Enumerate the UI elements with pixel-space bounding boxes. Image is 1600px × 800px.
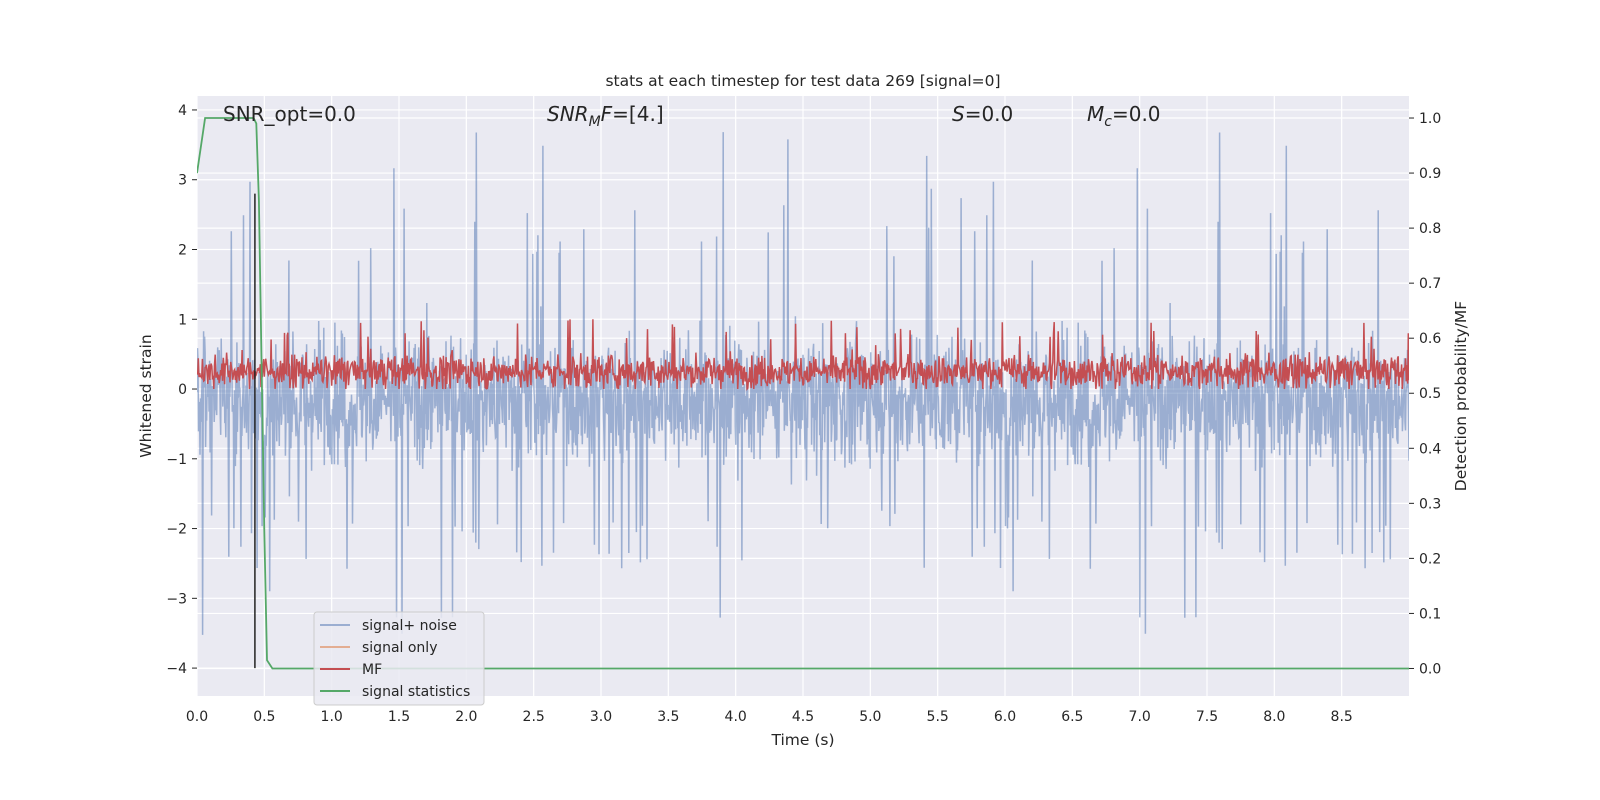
y-tick-label: −3: [166, 591, 187, 607]
y-tick-label: 0: [178, 382, 187, 398]
y2-tick-label: 0.8: [1419, 221, 1441, 237]
x-tick-label: 3.0: [590, 709, 612, 725]
annotation-1: SNRMF=[4.]: [547, 102, 664, 130]
y-axis-label: Whitened strain: [137, 334, 155, 457]
y2-tick-label: 0.2: [1419, 551, 1441, 567]
y2-axis-label: Detection probability/MF: [1452, 301, 1470, 492]
x-tick-label: 2.5: [523, 709, 545, 725]
y2-axis-ticks: 0.0 0.1 0.2 0.3 0.4 0.5 0.6 0.7 0.8 0.9 1.0: [1409, 111, 1441, 677]
x-tick-label: 3.5: [657, 709, 679, 725]
y-axis-ticks: −4 −3 −2 −1 0 1 2 3 4: [166, 103, 197, 677]
y2-tick-label: 0.7: [1419, 276, 1441, 292]
y-tick-label: 2: [178, 242, 187, 258]
y2-tick-label: 0.4: [1419, 441, 1441, 457]
x-tick-label: 1.0: [321, 709, 343, 725]
y2-tick-label: 0.3: [1419, 496, 1441, 512]
annotation-3: Mc=0.0: [1087, 102, 1161, 130]
y-tick-label: 1: [178, 312, 187, 328]
y2-tick-label: 0.9: [1419, 166, 1441, 182]
y2-tick-label: 1.0: [1419, 111, 1441, 127]
y-tick-label: −4: [166, 661, 187, 677]
annotations: SNR_opt=0.0 SNRMF=[4.] S=0.0 Mc=0.0: [223, 102, 1161, 130]
y2-tick-label: 0.1: [1419, 606, 1441, 622]
x-tick-label: 0.5: [253, 709, 275, 725]
y-tick-label: 3: [178, 173, 187, 189]
x-tick-label: 2.0: [455, 709, 477, 725]
legend: signal+ noise signal only MF signal statist…: [313, 611, 485, 706]
x-tick-label: 8.0: [1263, 709, 1285, 725]
legend-label: signal only: [362, 640, 437, 656]
x-tick-label: 5.5: [927, 709, 949, 725]
y2-tick-label: 0.0: [1419, 661, 1441, 677]
series-signal-statistics-line: [197, 117, 1409, 670]
x-tick-label: 7.5: [1196, 709, 1218, 725]
annotation-0: SNR_opt=0.0: [223, 102, 356, 126]
x-tick-label: 6.0: [994, 709, 1016, 725]
legend-label: signal+ noise: [362, 618, 457, 634]
x-tick-label: 4.0: [725, 709, 747, 725]
annotation-2: S=0.0: [952, 102, 1013, 126]
legend-label: signal statistics: [362, 684, 470, 700]
series-layer: [197, 117, 1409, 670]
x-tick-label: 1.5: [388, 709, 410, 725]
legend-box: [313, 611, 485, 706]
x-tick-label: 0.0: [186, 709, 208, 725]
chart-title: stats at each timestep for test data 269…: [605, 72, 1000, 90]
y2-tick-label: 0.5: [1419, 386, 1441, 402]
x-tick-label: 5.0: [859, 709, 881, 725]
x-axis-ticks: 0.0 0.5 1.0 1.5 2.0 2.5 3.0 3.5 4.0 4.5 5.0 5.5 6.0 6…: [186, 709, 1353, 725]
y-tick-label: −1: [166, 452, 187, 468]
x-axis-label: Time (s): [770, 731, 834, 749]
y2-tick-label: 0.6: [1419, 331, 1441, 347]
x-tick-label: 6.5: [1061, 709, 1083, 725]
x-tick-label: 4.5: [792, 709, 814, 725]
legend-label: MF: [362, 662, 382, 678]
y-tick-label: −2: [166, 522, 187, 538]
x-tick-label: 7.0: [1129, 709, 1151, 725]
series-mf-line: [197, 319, 1409, 391]
y-tick-label: 4: [178, 103, 187, 119]
x-tick-label: 8.5: [1331, 709, 1353, 725]
